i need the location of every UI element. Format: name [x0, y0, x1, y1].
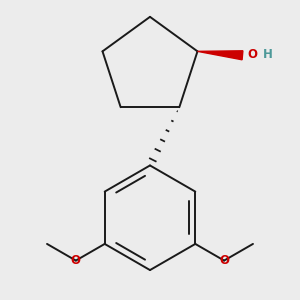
Text: O: O: [219, 254, 229, 267]
Polygon shape: [197, 51, 243, 60]
Text: H: H: [263, 48, 273, 61]
Text: O: O: [71, 254, 81, 267]
Text: O: O: [248, 48, 258, 61]
